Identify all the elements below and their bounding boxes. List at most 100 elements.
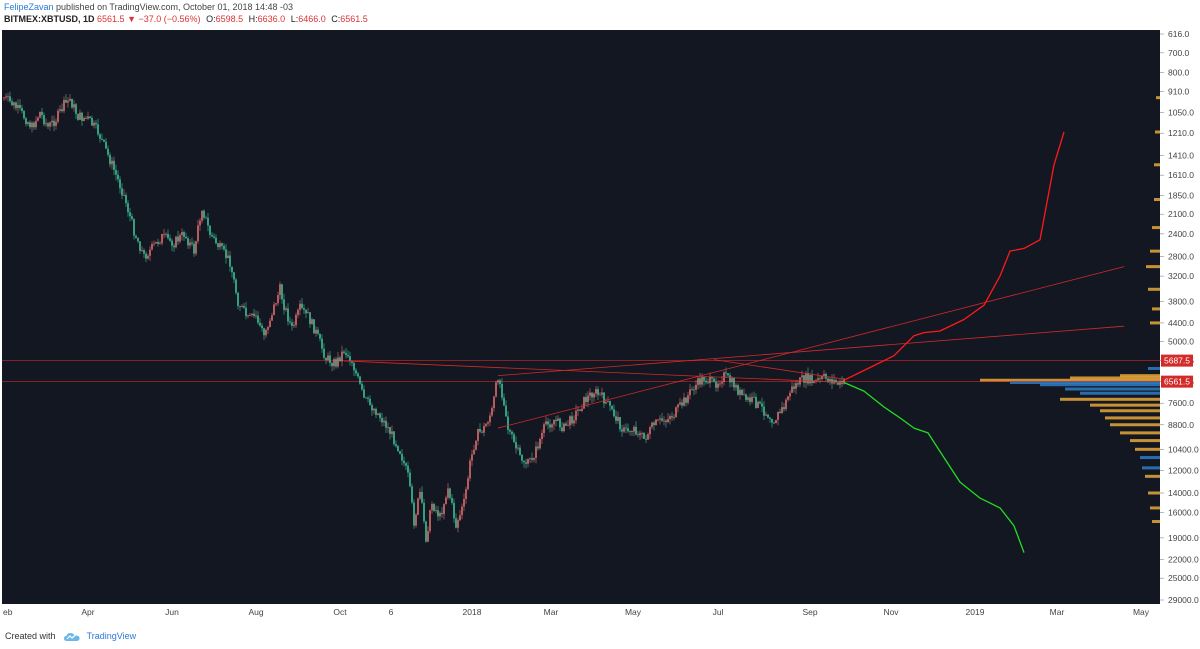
candle-body (523, 460, 525, 463)
candle-body (771, 418, 773, 423)
created-with: Created with TradingView (5, 631, 136, 642)
candle-body (749, 397, 751, 402)
candle-body (75, 104, 77, 114)
volume-profile-bar (1100, 409, 1160, 413)
candle-body (761, 403, 763, 407)
candle-body (271, 315, 273, 321)
candle-body (735, 385, 737, 388)
candle-body (679, 402, 681, 405)
candle-body (703, 377, 705, 381)
volume-profile-bar (1140, 456, 1160, 460)
candles (3, 91, 845, 543)
symbol-label[interactable]: BITMEX:XBTUSD, 1D (4, 14, 95, 24)
candle-body (499, 380, 501, 384)
candle-body (3, 97, 5, 99)
candle-body (493, 396, 495, 409)
price-tick-label: 25000.0 (1168, 573, 1199, 583)
candle-body (561, 427, 563, 432)
candle-body (543, 424, 545, 433)
candle-body (813, 380, 815, 383)
author-link[interactable]: FelipeZavan (4, 2, 54, 12)
close-label: C: (331, 14, 341, 24)
low-label: L: (290, 14, 299, 24)
candle-body (647, 434, 649, 440)
candle-body (159, 243, 161, 245)
candle-body (23, 111, 25, 119)
candle-body (123, 194, 125, 196)
time-tick-label: May (1133, 607, 1150, 617)
candle-body (227, 255, 229, 259)
candle-body (755, 396, 757, 408)
candle-body (239, 305, 241, 307)
candle-body (139, 241, 141, 251)
candle-body (349, 356, 351, 361)
candle-body (143, 250, 145, 254)
candle-body (739, 389, 741, 395)
price-tick-label: 2800.0 (1168, 251, 1194, 261)
candle-body (805, 372, 807, 383)
candle-body (511, 431, 513, 435)
candle-body (115, 169, 117, 175)
candle-body (657, 419, 659, 421)
candle-body (591, 392, 593, 398)
candle-body (763, 406, 765, 416)
candle-body (737, 385, 739, 395)
candle-body (791, 386, 793, 393)
candle-body (529, 458, 531, 460)
candle-body (469, 460, 471, 479)
candle-body (85, 118, 87, 119)
candle-body (369, 398, 371, 406)
candle-body (459, 515, 461, 521)
candle-body (165, 233, 167, 235)
candle-body (353, 362, 355, 371)
candle-body (601, 392, 603, 395)
candle-body (667, 419, 669, 422)
candle-body (243, 305, 245, 308)
time-tick-label: Jun (165, 607, 179, 617)
candle-body (21, 108, 23, 112)
candle-body (379, 413, 381, 418)
candle-body (375, 408, 377, 415)
candle-body (465, 489, 467, 499)
candle-body (289, 321, 291, 323)
created-with-label: Created with (5, 631, 56, 641)
candle-body (677, 404, 679, 408)
candle-body (659, 418, 661, 420)
price-chart[interactable]: 616.0 700.0 800.0 910.0 1050.0 1210.0 1410.0 16… (0, 28, 1200, 622)
candle-body (225, 249, 227, 259)
candle-body (47, 123, 49, 127)
candle-body (801, 375, 803, 378)
price-tick-label: 1050.0 (1168, 107, 1194, 117)
candle-body (283, 299, 285, 310)
candle-body (473, 449, 475, 455)
candle-body (605, 401, 607, 404)
volume-profile-bar (1152, 520, 1160, 524)
volume-profile-bar (1040, 383, 1160, 387)
candle-body (97, 124, 99, 135)
candle-body (229, 255, 231, 267)
candle-body (25, 118, 27, 125)
candle-body (373, 408, 375, 411)
chart-frame[interactable]: 616.0 700.0 800.0 910.0 1050.0 1210.0 1410.0 16… (0, 28, 1200, 622)
candle-body (201, 210, 203, 221)
candle-body (355, 370, 357, 374)
time-tick-label: 2019 (966, 607, 985, 617)
candle-body (207, 217, 209, 226)
candle-body (291, 322, 293, 327)
candle-body (279, 284, 281, 296)
candle-body (253, 313, 255, 317)
candle-body (311, 319, 313, 324)
candle-body (485, 423, 487, 426)
price-tick-label: 800.0 (1168, 67, 1190, 77)
candle-body (325, 357, 327, 361)
projection-up-curve (843, 131, 1065, 381)
candle-body (251, 313, 253, 315)
candle-body (683, 397, 685, 406)
tradingview-brand[interactable]: TradingView (86, 631, 137, 641)
candle-body (69, 98, 71, 101)
candle-body (539, 438, 541, 449)
candle-body (219, 243, 221, 248)
candle-body (533, 457, 535, 460)
candle-body (191, 242, 193, 244)
candle-body (635, 426, 637, 435)
